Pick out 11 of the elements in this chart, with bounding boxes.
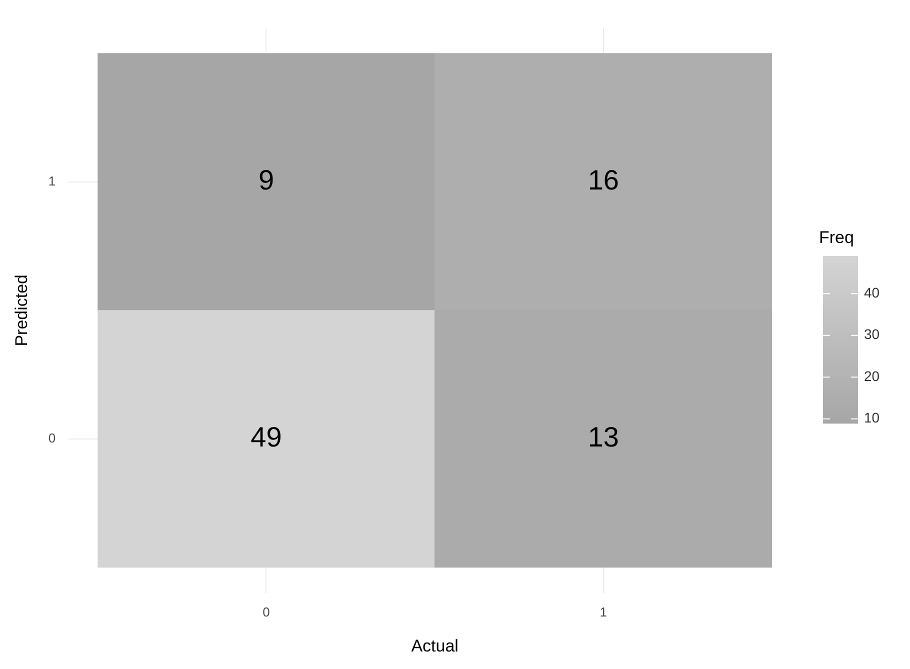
data-label: 16: [588, 164, 619, 196]
color-bar-label: 10: [864, 410, 880, 426]
legend-title: Freq: [819, 228, 854, 247]
color-bar-label: 40: [864, 284, 880, 300]
data-label: 9: [258, 164, 274, 196]
color-bar-label: 20: [864, 368, 880, 384]
x-axis-title: Actual: [411, 636, 458, 656]
data-label: 13: [588, 422, 619, 453]
color-bar-label: 30: [864, 326, 880, 342]
y-axis-title: Predicted: [12, 274, 31, 346]
data-label: 49: [250, 422, 282, 453]
